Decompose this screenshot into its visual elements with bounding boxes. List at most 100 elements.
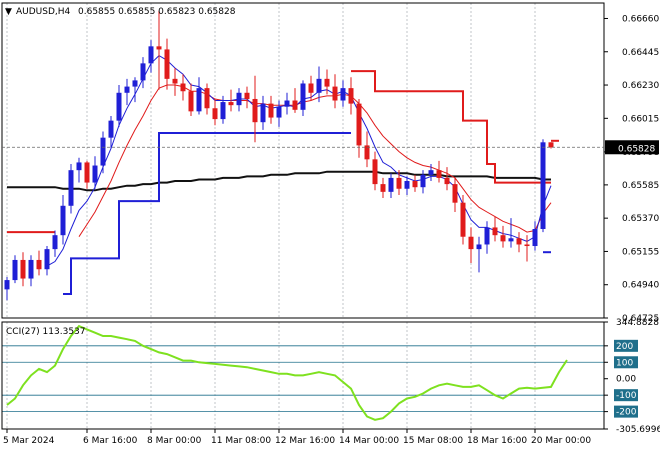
candle-body	[68, 170, 74, 206]
header-symbol: AUDUSD,H4	[16, 7, 71, 17]
candle-body	[36, 259, 42, 270]
candle-body	[420, 174, 426, 188]
candle-body	[324, 78, 330, 87]
ema-slow-line	[78, 84, 552, 237]
cci-tick-label: -100	[616, 391, 637, 401]
current-price-label: 0.65828	[618, 144, 655, 154]
x-tick-label: 6 Mar 16:00	[83, 436, 138, 446]
candle-body	[196, 88, 202, 112]
sma200-line	[7, 170, 551, 192]
x-tick-label: 8 Mar 00:00	[147, 436, 202, 446]
stop-red-line	[351, 70, 551, 184]
x-tick-label: 14 Mar 00:00	[339, 436, 399, 446]
cci-level-box	[614, 339, 638, 352]
x-tick-label: 18 Mar 16:00	[467, 436, 527, 446]
x-tick-label: 5 Mar 2024	[3, 436, 55, 446]
candle-body	[372, 159, 378, 185]
candle-body	[548, 142, 554, 148]
candle-body	[340, 88, 346, 101]
y-tick-label: 0.66660	[622, 14, 659, 24]
y-tick-label: 0.65585	[622, 181, 659, 191]
candle-body	[508, 238, 514, 242]
candle-body	[156, 46, 162, 50]
header-triangle: ▼	[5, 7, 12, 17]
candle-body	[124, 86, 130, 93]
x-tick-label: 20 Mar 00:00	[531, 436, 591, 446]
candle-body	[60, 205, 66, 236]
chart-frame	[1, 2, 605, 430]
candle-body	[20, 259, 26, 279]
candle-body	[468, 236, 474, 250]
candle-body	[220, 102, 226, 120]
y-tick-label: 0.66230	[622, 81, 659, 91]
candle-body	[276, 106, 282, 118]
candle-body	[444, 177, 450, 185]
candle-body	[172, 78, 178, 84]
main-grid	[6, 3, 536, 318]
candle-body	[332, 86, 338, 101]
chart-header: ▼ AUDUSD,H4 0.65855 0.65855 0.65823 0.65…	[5, 7, 236, 17]
y-tick-label: 0.64725	[622, 314, 659, 324]
candle-body	[92, 165, 98, 183]
cci-axis: 344.8828 200 100 0.00 -100 -200 -305.6996	[604, 318, 660, 435]
x-tick-label: 11 Mar 08:00	[211, 436, 271, 446]
cci-line	[6, 324, 568, 421]
candle-body	[252, 98, 258, 123]
ema-fast-line	[46, 54, 552, 267]
candle-body	[228, 102, 234, 106]
candle-body	[116, 92, 122, 121]
candle-body	[476, 244, 482, 250]
cci-title: CCI(27) 113.3537	[6, 327, 86, 337]
candle-body	[452, 184, 458, 203]
candle-body	[204, 88, 210, 109]
x-tick-label: 12 Mar 16:00	[275, 436, 335, 446]
candle-body	[532, 228, 538, 247]
candle-body	[380, 184, 386, 192]
y-tick-label: 0.66445	[622, 48, 659, 58]
candles	[4, 10, 554, 301]
candle-body	[460, 202, 466, 237]
candle-body	[140, 63, 146, 81]
stop-blue-line	[63, 132, 351, 295]
candle-body	[268, 103, 274, 118]
current-price-box	[605, 140, 659, 155]
candle-body	[292, 100, 298, 110]
candle-body	[164, 49, 170, 79]
cci-tick-label: -200	[616, 408, 637, 418]
candle-body	[212, 108, 218, 120]
candle-body	[436, 170, 442, 178]
y-tick-label: 0.65155	[622, 247, 659, 257]
candle-body	[148, 46, 154, 64]
cci-tick-label: 100	[616, 358, 633, 368]
candle-body	[404, 181, 410, 189]
cci-tick-label: 0.00	[616, 375, 636, 385]
candle-body	[540, 142, 546, 229]
candle-body	[76, 162, 82, 171]
candle-body	[108, 120, 114, 138]
candle-body	[244, 92, 250, 99]
candle-body	[364, 145, 370, 160]
y-tick-label: 0.66015	[622, 114, 659, 124]
candle-body	[396, 177, 402, 189]
candle-body	[52, 235, 58, 250]
cci-frame	[1, 321, 605, 430]
cci-level-box	[614, 405, 638, 418]
candle-body	[348, 88, 354, 104]
candle-body	[12, 259, 18, 281]
candle-body	[524, 244, 530, 247]
candle-body	[260, 103, 266, 123]
indicator-lines	[7, 54, 559, 295]
cci-tick-label: -305.6996	[616, 425, 660, 435]
candle-body	[516, 238, 522, 245]
candle-body	[308, 83, 314, 93]
candle-body	[180, 83, 186, 92]
main-frame	[1, 2, 605, 319]
y-tick-label: 0.65370	[622, 214, 659, 224]
candle-body	[356, 103, 362, 146]
cci-tick-label: 344.8828	[616, 318, 659, 328]
candle-body	[284, 100, 290, 107]
cci-level-box	[614, 389, 638, 402]
candle-body	[188, 91, 194, 112]
candle-body	[412, 181, 418, 188]
